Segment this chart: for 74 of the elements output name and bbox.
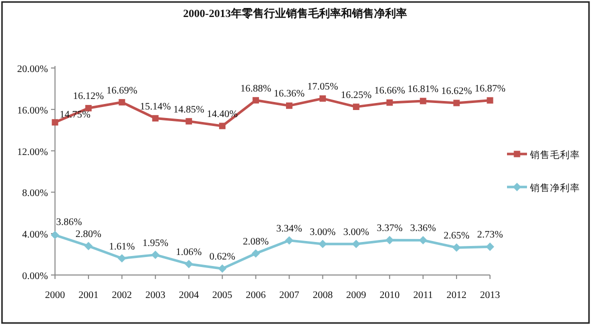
point — [252, 97, 259, 104]
point — [152, 115, 159, 122]
data-label: 16.88% — [240, 83, 272, 94]
point — [219, 122, 226, 130]
point — [52, 119, 58, 126]
data-label: 16.12% — [73, 91, 104, 102]
x-tick-label: 2002 — [112, 290, 132, 301]
y-tick-label: 4.00% — [22, 230, 48, 241]
point — [486, 242, 494, 251]
point — [420, 98, 426, 104]
point — [151, 250, 160, 260]
point — [252, 249, 260, 258]
point — [84, 242, 93, 250]
data-label: 15.14% — [140, 101, 171, 112]
data-label: 16.81% — [408, 84, 438, 96]
x-tick-label: 2000 — [45, 290, 65, 301]
data-label: 2.73% — [477, 230, 503, 241]
point — [486, 97, 494, 104]
point — [184, 260, 194, 268]
x-tick-label: 2010 — [380, 290, 400, 301]
data-label: 16.36% — [274, 88, 305, 100]
data-label: 16.62% — [441, 86, 472, 97]
y-tick-label: 12.00% — [17, 146, 48, 158]
data-label: 1.95% — [142, 238, 168, 249]
data-label: 3.37% — [376, 223, 403, 234]
data-label: 3.00% — [343, 226, 370, 238]
data-label: 16.66% — [374, 86, 406, 97]
y-tick-label: 8.00% — [22, 188, 48, 200]
x-tick-label: 2012 — [446, 290, 467, 301]
y-tick-label: 20.00% — [17, 64, 48, 75]
x-tick-label: 2011 — [413, 290, 433, 301]
y-tick-label: 16.00% — [17, 105, 48, 116]
data-label: 16.69% — [106, 85, 138, 96]
point — [118, 254, 126, 263]
data-label: 14.85% — [173, 104, 204, 116]
x-tick-label: 2004 — [178, 290, 199, 301]
data-label: 3.34% — [276, 223, 302, 234]
point — [386, 99, 393, 106]
x-tick-label: 2001 — [78, 290, 98, 301]
point — [218, 264, 227, 273]
x-tick-label: 2009 — [346, 290, 366, 301]
data-label: 3.86% — [56, 217, 82, 228]
point — [385, 236, 394, 244]
data-label: 2.65% — [444, 230, 470, 242]
data-label: 14.40% — [206, 108, 238, 120]
point — [50, 230, 60, 240]
x-tick-label: 2005 — [212, 290, 232, 301]
point — [186, 118, 192, 125]
data-label: 16.25% — [340, 90, 372, 101]
x-tick-label: 2013 — [480, 290, 500, 301]
data-label: 0.62% — [209, 252, 236, 263]
point — [352, 104, 360, 110]
data-label: 2.08% — [242, 236, 269, 248]
legend-label: 销售净利率 — [529, 182, 580, 194]
x-tick-label: 2007 — [279, 290, 300, 301]
point — [286, 102, 292, 109]
point — [452, 243, 461, 252]
data-label: 17.05% — [307, 82, 338, 93]
legend-label: 销售毛利率 — [529, 149, 580, 161]
data-label: 1.06% — [176, 247, 202, 258]
data-label: 3.36% — [410, 223, 436, 234]
point — [319, 95, 326, 102]
point — [285, 236, 294, 245]
chart-title: 2000-2013年零售行业销售毛利率和销售净利率 — [183, 7, 407, 20]
data-label: 2.80% — [76, 229, 102, 240]
point — [318, 240, 327, 248]
data-label: 3.00% — [310, 226, 336, 238]
x-tick-label: 2006 — [246, 290, 266, 301]
x-tick-label: 2008 — [312, 290, 333, 301]
data-label: 1.61% — [109, 241, 135, 252]
x-tick-label: 2003 — [145, 290, 166, 301]
y-tick-label: 0.00% — [22, 271, 48, 282]
point — [118, 99, 126, 106]
data-label: 16.87% — [474, 83, 506, 94]
